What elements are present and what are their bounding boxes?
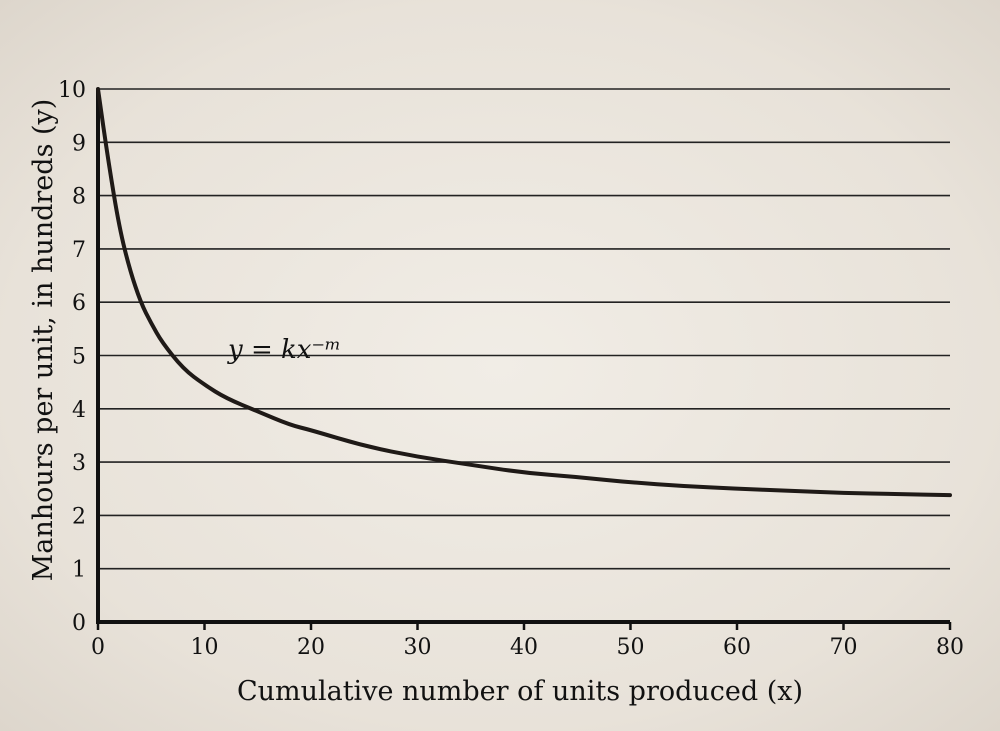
y-tick-label: 8 xyxy=(72,185,86,210)
x-tick-label: 20 xyxy=(297,635,325,660)
x-tick-label: 80 xyxy=(936,635,964,660)
x-tick-label: 0 xyxy=(91,635,105,660)
y-tick-labels: 0 1 2 3 4 5 6 7 8 9 10 xyxy=(58,78,86,636)
y-tick-label: 4 xyxy=(72,398,86,423)
y-axis-title: Manhours per unit, in hundreds (y) xyxy=(28,99,59,582)
x-tick-label: 60 xyxy=(723,635,751,660)
y-tick-label: 3 xyxy=(72,451,86,476)
x-tick-label: 30 xyxy=(404,635,432,660)
y-tick-label: 9 xyxy=(72,131,86,156)
y-tick-label: 0 xyxy=(72,611,86,636)
x-tick-label: 40 xyxy=(510,635,538,660)
gridlines xyxy=(98,88,950,570)
y-tick-label: 7 xyxy=(72,238,86,263)
x-tick-labels: 0 10 20 30 40 50 60 70 80 xyxy=(91,622,964,660)
equation-annotation: y = kx⁻ᵐ xyxy=(227,335,341,365)
y-tick-label: 10 xyxy=(58,78,86,103)
series-line xyxy=(96,87,952,498)
y-tick-label: 6 xyxy=(72,291,86,316)
x-axis-title: Cumulative number of units produced (x) xyxy=(237,676,803,707)
x-tick-label: 10 xyxy=(191,635,219,660)
y-tick-label: 1 xyxy=(72,558,86,583)
y-tick-label: 2 xyxy=(72,504,86,529)
y-tick-label: 5 xyxy=(72,345,86,370)
x-tick-label: 50 xyxy=(617,635,645,660)
x-tick-label: 70 xyxy=(830,635,858,660)
